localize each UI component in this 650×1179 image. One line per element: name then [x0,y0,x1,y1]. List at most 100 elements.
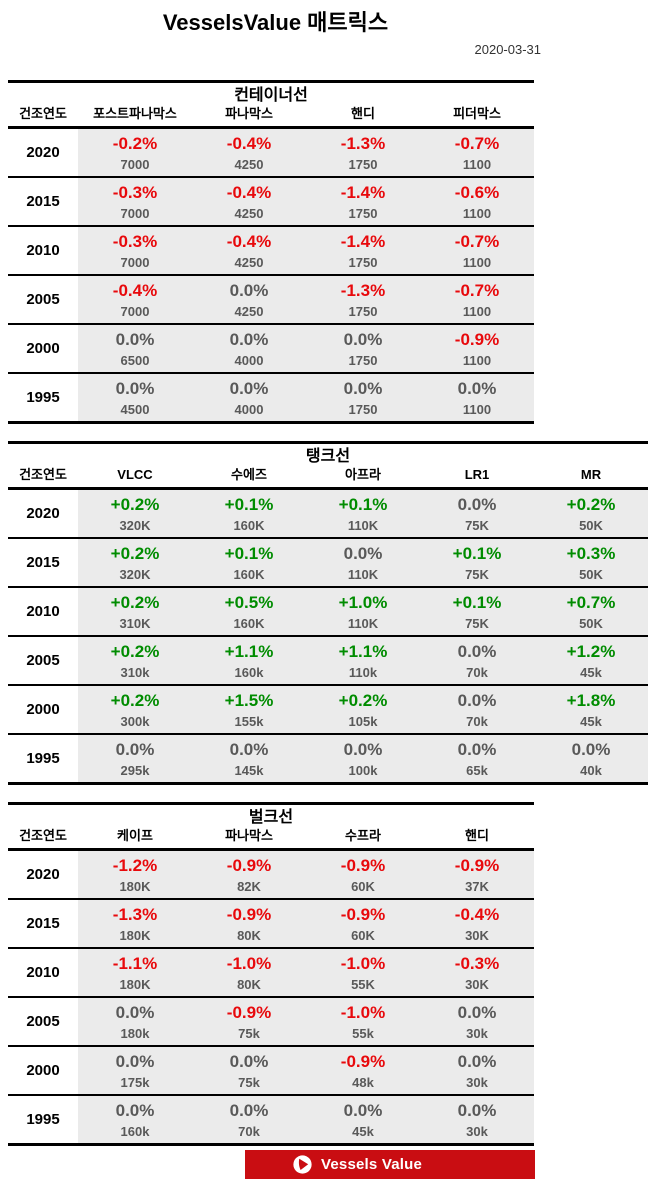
pct-change-value: 0.0% [229,379,269,398]
ship-size-value: 55K [351,977,375,992]
table-row: 2010 -1.1% 180K -1.0% 80K -1.0% 55K -0.3% 30K [8,949,534,998]
ship-size-value: 110K [347,616,379,631]
data-cell: +1.0% 110K [306,588,420,635]
data-cell: +0.7% 50K [534,588,648,635]
pct-change-value: 0.0% [229,281,269,300]
year-cell: 2015 [8,900,78,947]
pct-change-value: -1.1% [112,954,158,973]
data-cell: -0.6% 1100 [420,178,534,225]
ship-size-value: 160K [233,616,265,631]
pct-change-value: 0.0% [115,1052,155,1071]
data-cell: +0.2% 310K [78,588,192,635]
year-cell: 2010 [8,588,78,635]
ship-size-value: 1750 [348,157,378,172]
ship-size-value: 30K [465,977,489,992]
data-cell: -0.9% 82K [192,851,306,898]
data-cell: 0.0% 4000 [192,374,306,421]
ship-size-value: 160K [233,567,265,582]
column-header: 핸디 [351,106,375,121]
data-cell: +0.2% 50K [534,490,648,537]
column-header: 파나막스 [225,828,273,843]
pct-change-value: +0.2% [110,642,160,661]
ship-size-value: 295k [120,763,150,778]
data-cell: 0.0% 45k [306,1096,420,1143]
pct-change-value: -1.4% [340,183,386,202]
ship-size-value: 70k [466,714,488,729]
pct-change-value: -0.9% [340,856,386,875]
column-header: 건조연도 [19,106,67,121]
ship-size-value: 110K [347,567,379,582]
section-title: 벌크선 [248,809,294,826]
data-cell: -1.4% 1750 [306,227,420,274]
ship-size-value: 30K [465,928,489,943]
ship-size-value: 1750 [348,255,378,270]
pct-change-value: -1.0% [340,1003,386,1022]
data-cell: 0.0% 30k [420,1096,534,1143]
table-row: 2010 -0.3% 7000 -0.4% 4250 -1.4% 1750 -0.7% 1100 [8,227,534,276]
pct-change-value: +0.7% [566,593,616,612]
ship-size-value: 1750 [348,206,378,221]
year-cell: 2000 [8,325,78,372]
pct-change-value: -0.9% [340,1052,386,1071]
pct-change-value: -0.9% [226,856,272,875]
pct-change-value: +0.2% [110,593,160,612]
ship-size-value: 4250 [234,157,264,172]
column-header-row: 건조연도 포스트파나막스 파나막스 핸디 피더막스 [8,106,534,129]
data-cell: +1.1% 160k [192,637,306,684]
pct-change-value: +1.8% [566,691,616,710]
pct-change-value: -0.7% [454,134,500,153]
pct-change-value: -0.9% [454,330,500,349]
column-header: 피더막스 [453,106,501,121]
data-cell: -0.4% 4250 [192,178,306,225]
data-cell: -0.9% 60K [306,900,420,947]
pct-change-value: +0.1% [224,495,274,514]
vesselsvalue-banner: Vessels Value [245,1150,535,1179]
pct-change-value: -1.2% [112,856,158,875]
pct-change-value: 0.0% [229,1101,269,1120]
pct-change-value: 0.0% [229,740,269,759]
ship-size-value: 1100 [462,255,492,270]
data-cell: -0.4% 4250 [192,129,306,176]
column-header: 아프라 [345,467,381,482]
year-cell: 1995 [8,735,78,782]
pct-change-value: 0.0% [343,544,383,563]
pct-change-value: 0.0% [457,379,497,398]
pct-change-value: -0.9% [454,856,500,875]
ship-size-value: 1100 [462,206,492,221]
ship-size-value: 160K [233,518,265,533]
data-cell: -0.4% 30K [420,900,534,947]
ship-size-value: 6500 [120,353,150,368]
ship-size-value: 110k [348,665,378,680]
ship-size-value: 37K [465,879,489,894]
pct-change-value: 0.0% [457,1101,497,1120]
pct-change-value: -0.7% [454,281,500,300]
ship-size-value: 4500 [120,402,150,417]
data-cell: +1.1% 110k [306,637,420,684]
pct-change-value: +1.5% [224,691,274,710]
ship-size-value: 180k [120,1026,150,1041]
ship-size-value: 320K [119,567,151,582]
pct-change-value: 0.0% [457,740,497,759]
ship-size-value: 4250 [234,206,264,221]
table-row: 1995 0.0% 160k 0.0% 70k 0.0% 45k 0.0% 30k [8,1096,534,1143]
ship-size-value: 160k [234,665,264,680]
year-cell: 2010 [8,949,78,996]
ship-size-value: 155k [234,714,264,729]
ship-size-value: 4250 [234,304,264,319]
pct-change-value: -1.4% [340,232,386,251]
pct-change-value: +1.1% [224,642,274,661]
data-cell: -0.9% 48k [306,1047,420,1094]
ship-size-value: 45k [580,714,602,729]
ship-size-value: 160k [120,1124,150,1139]
pct-change-value: -0.4% [226,183,272,202]
data-cell: +0.1% 75K [420,588,534,635]
year-cell: 2015 [8,178,78,225]
ship-size-value: 100k [348,763,378,778]
matrix-tables: 컨테이너선 건조연도 포스트파나막스 파나막스 핸디 피더막스 2020 -0.2% 7000-… [0,80,650,1146]
data-cell: -1.3% 1750 [306,276,420,323]
data-cell: 0.0% 1750 [306,325,420,372]
container-table: 컨테이너선 건조연도 포스트파나막스 파나막스 핸디 피더막스 2020 -0.2% 7000-… [8,80,534,424]
data-cell: 0.0% 145k [192,735,306,782]
ship-size-value: 55k [352,1026,374,1041]
data-cell: -0.3% 7000 [78,227,192,274]
